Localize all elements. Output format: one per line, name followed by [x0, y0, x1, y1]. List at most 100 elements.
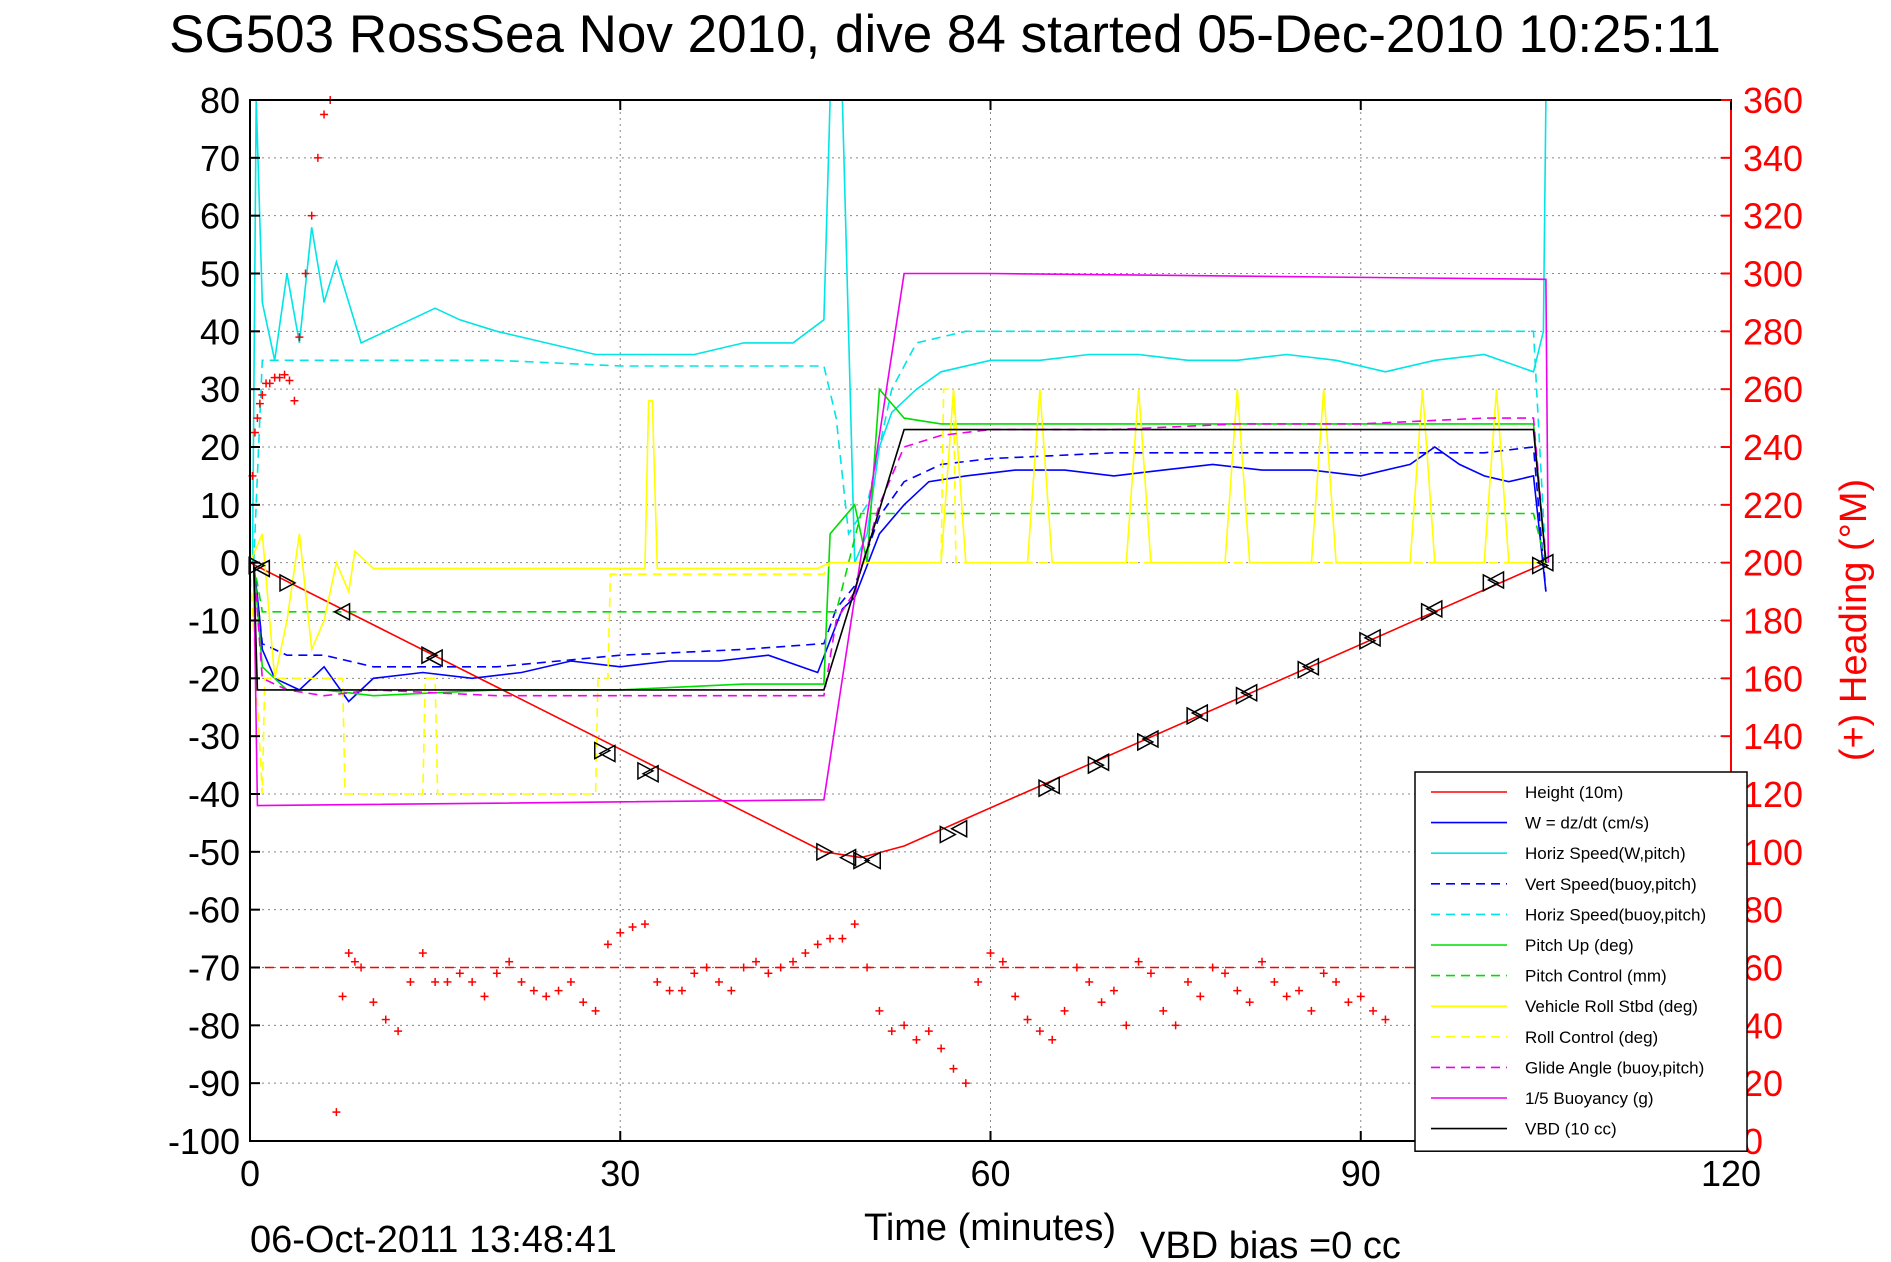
heading-point-99 [1307, 1006, 1316, 1015]
right-y-tick-label-8: 160 [1743, 658, 1803, 699]
series-line-8 [249, 388, 1546, 795]
heading-point-68 [924, 1027, 933, 1036]
heading-point-53 [739, 963, 748, 972]
heading-point-80 [1072, 963, 1081, 972]
print-timestamp: 06-Oct-2011 13:48:41 [250, 1219, 617, 1261]
series-line-1 [252, 446, 1547, 703]
right-y-axis-ticks: 0 20 40 60 80 100 120 140 160 180 200 220 240 260 280 3… [1721, 80, 1803, 1162]
position-marker-29 [1363, 628, 1381, 648]
heading-point-15 [313, 153, 322, 162]
heading-point-19 [338, 992, 347, 1001]
heading-point-91 [1208, 963, 1217, 972]
series-line-7 [249, 389, 1546, 679]
right-y-tick-label-0: 0 [1743, 1121, 1763, 1162]
position-marker-5 [425, 648, 443, 668]
position-marker-7 [598, 744, 616, 763]
heading-point-25 [394, 1027, 403, 1036]
heading-point-95 [1258, 957, 1267, 966]
y-tick-label-14: 40 [200, 311, 240, 352]
heading-point-72 [974, 977, 983, 986]
y-tick-label-10: 0 [220, 543, 240, 584]
legend-label-1: W = dz/dt (cm/s) [1525, 814, 1649, 833]
heading-point-40 [579, 998, 588, 1007]
legend-label-3: Vert Speed(buoy,pitch) [1525, 875, 1697, 894]
heading-point-101 [1332, 977, 1341, 986]
series-line-10 [252, 272, 1550, 807]
heading-point-89 [1183, 977, 1192, 986]
position-marker-35 [1536, 553, 1554, 572]
heading-point-67 [912, 1035, 921, 1044]
y-tick-label-0: -100 [168, 1121, 240, 1162]
heading-point-100 [1319, 969, 1328, 978]
position-marker-26 [1297, 660, 1315, 679]
heading-point-12 [295, 333, 304, 342]
x-axis-ticks: 0 30 60 90 120 [240, 100, 1761, 1194]
position-marker-10 [816, 842, 834, 862]
heading-point-75 [1011, 992, 1020, 1001]
heading-point-49 [690, 969, 699, 978]
legend-label-2: Horiz Speed(W,pitch) [1525, 844, 1686, 863]
right-y-tick-label-5: 100 [1743, 832, 1803, 873]
heading-point-28 [431, 977, 440, 986]
right-y-tick-label-3: 60 [1743, 948, 1783, 989]
right-y-tick-label-16: 320 [1743, 196, 1803, 237]
right-y-tick-label-9: 180 [1743, 601, 1803, 642]
position-marker-14 [939, 825, 957, 844]
y-tick-label-7: -30 [188, 716, 240, 757]
position-marker-23 [1190, 703, 1209, 723]
heading-point-70 [949, 1064, 958, 1073]
right-y-axis-label: (+) Heading (°M) [1833, 479, 1875, 761]
legend: Height (10m) W = dz/dt (cm/s) Horiz Speed(… [1414, 771, 1748, 1152]
heading-point-81 [1085, 977, 1094, 986]
heading-point-27 [418, 949, 427, 958]
heading-point-85 [1134, 957, 1143, 966]
right-y-tick-label-7: 140 [1743, 716, 1803, 757]
y-axis-ticks: -100-90-80-70-60-50-40-30-20-10010203040… [168, 80, 260, 1162]
series-line-4 [252, 330, 1547, 563]
heading-point-69 [937, 1044, 946, 1053]
position-marker-9 [641, 764, 659, 784]
heading-point-90 [1196, 992, 1205, 1001]
legend-label-0: Height (10m) [1525, 783, 1623, 802]
heading-point-45 [640, 920, 649, 929]
series-line-6 [252, 512, 1547, 613]
y-tick-label-8: -20 [188, 658, 240, 699]
y-tick-label-13: 30 [200, 369, 240, 410]
heading-point-22 [357, 963, 366, 972]
heading-point-77 [1035, 1027, 1044, 1036]
heading-point-102 [1344, 998, 1353, 1007]
y-tick-label-11: 10 [200, 485, 240, 526]
heading-point-26 [406, 977, 415, 986]
heading-point-103 [1356, 992, 1365, 1001]
heading-point-64 [875, 1006, 884, 1015]
heading-point-33 [492, 969, 501, 978]
heading-point-50 [702, 963, 711, 972]
right-y-tick-label-1: 20 [1743, 1063, 1783, 1104]
x-axis-label: Time (minutes) [864, 1207, 1116, 1249]
series-line-0 [249, 561, 1547, 859]
heading-point-21 [350, 957, 359, 966]
heading-point-98 [1295, 986, 1304, 995]
position-marker-17 [1042, 776, 1060, 795]
right-y-tick-label-6: 120 [1743, 774, 1803, 815]
heading-point-37 [542, 992, 551, 1001]
heading-point-18 [332, 1108, 341, 1117]
heading-point-46 [653, 977, 662, 986]
position-marker-27 [1301, 657, 1320, 677]
right-y-tick-label-12: 240 [1743, 427, 1803, 468]
heading-point-13 [301, 269, 310, 278]
heading-point-105 [1381, 1015, 1390, 1024]
y-tick-label-9: -10 [188, 601, 240, 642]
chart-title: SG503 RossSea Nov 2010, dive 84 started … [169, 5, 1721, 64]
right-y-tick-label-18: 360 [1743, 80, 1803, 121]
y-tick-label-18: 80 [200, 80, 240, 121]
x-tick-label-3: 90 [1341, 1153, 1381, 1194]
y-tick-label-16: 60 [200, 196, 240, 237]
position-marker-13 [863, 851, 882, 870]
heading-point-9 [280, 370, 289, 379]
heading-point-32 [480, 992, 489, 1001]
right-y-tick-label-14: 280 [1743, 311, 1803, 352]
x-tick-label-1: 30 [600, 1153, 640, 1194]
position-marker-25 [1240, 683, 1258, 703]
x-tick-label-2: 60 [970, 1153, 1010, 1194]
